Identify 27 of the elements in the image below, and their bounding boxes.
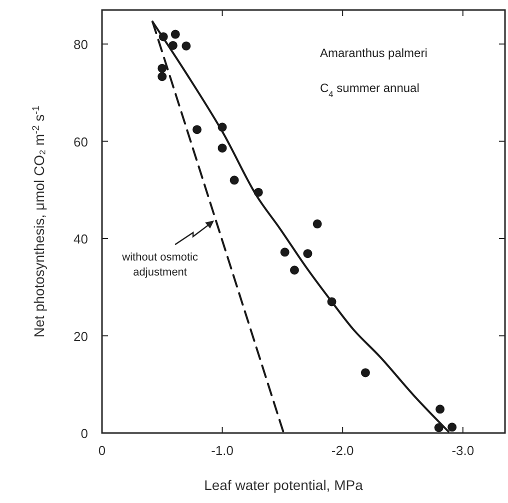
x-tick-label: -2.0 bbox=[331, 443, 354, 458]
y-tick-label: 0 bbox=[80, 426, 88, 441]
x-tick-label: -1.0 bbox=[211, 443, 234, 458]
annotation: Amaranthus palmeri bbox=[320, 46, 428, 60]
x-tick-label: -3.0 bbox=[452, 443, 474, 458]
point bbox=[230, 176, 239, 185]
annotation: C$_{4}$ summer annual bbox=[320, 81, 420, 99]
point bbox=[436, 404, 445, 414]
annotation: without osmotic adjustment bbox=[121, 252, 198, 279]
y-tick-label: 80 bbox=[74, 37, 88, 52]
point bbox=[218, 144, 227, 153]
point bbox=[170, 30, 180, 39]
point bbox=[303, 249, 312, 258]
point bbox=[280, 248, 290, 257]
point bbox=[158, 72, 167, 82]
point bbox=[192, 125, 202, 134]
y-tick-label: 20 bbox=[74, 328, 88, 344]
x-tick-label: 0 bbox=[98, 443, 106, 458]
y-tick-label: 40 bbox=[74, 232, 88, 247]
y-tick-label: 60 bbox=[74, 134, 88, 150]
point bbox=[448, 422, 457, 432]
point bbox=[360, 368, 370, 378]
x-axis-title: Leaf water potential, MPa bbox=[204, 477, 364, 493]
point bbox=[312, 219, 322, 228]
point bbox=[290, 266, 299, 275]
point bbox=[158, 64, 167, 73]
point bbox=[182, 41, 191, 50]
